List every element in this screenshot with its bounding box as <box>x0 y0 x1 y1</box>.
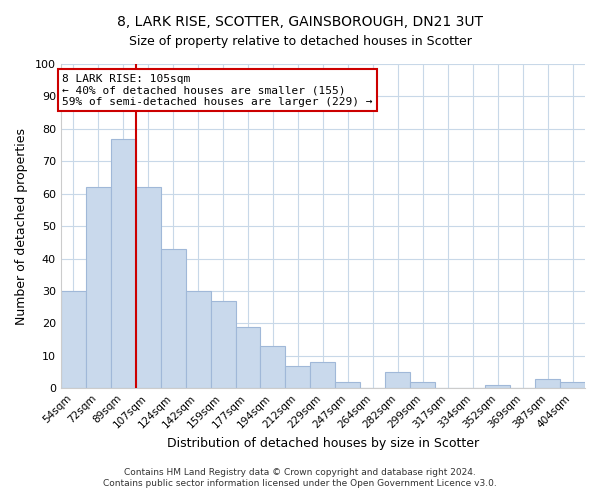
Bar <box>136 187 161 388</box>
Text: Size of property relative to detached houses in Scotter: Size of property relative to detached ho… <box>128 35 472 48</box>
Bar <box>385 372 410 388</box>
Bar <box>335 382 361 388</box>
Bar <box>211 301 236 388</box>
Text: 8, LARK RISE, SCOTTER, GAINSBOROUGH, DN21 3UT: 8, LARK RISE, SCOTTER, GAINSBOROUGH, DN2… <box>117 15 483 29</box>
Text: Contains HM Land Registry data © Crown copyright and database right 2024.
Contai: Contains HM Land Registry data © Crown c… <box>103 468 497 487</box>
Bar <box>111 138 136 388</box>
X-axis label: Distribution of detached houses by size in Scotter: Distribution of detached houses by size … <box>167 437 479 450</box>
Bar <box>86 187 111 388</box>
Bar <box>260 346 286 389</box>
Bar <box>286 366 310 388</box>
Y-axis label: Number of detached properties: Number of detached properties <box>15 128 28 324</box>
Text: 8 LARK RISE: 105sqm
← 40% of detached houses are smaller (155)
59% of semi-detac: 8 LARK RISE: 105sqm ← 40% of detached ho… <box>62 74 373 107</box>
Bar <box>310 362 335 388</box>
Bar <box>410 382 435 388</box>
Bar <box>485 385 510 388</box>
Bar <box>161 249 185 388</box>
Bar <box>560 382 585 388</box>
Bar <box>185 291 211 388</box>
Bar <box>535 378 560 388</box>
Bar <box>236 326 260 388</box>
Bar <box>61 291 86 388</box>
